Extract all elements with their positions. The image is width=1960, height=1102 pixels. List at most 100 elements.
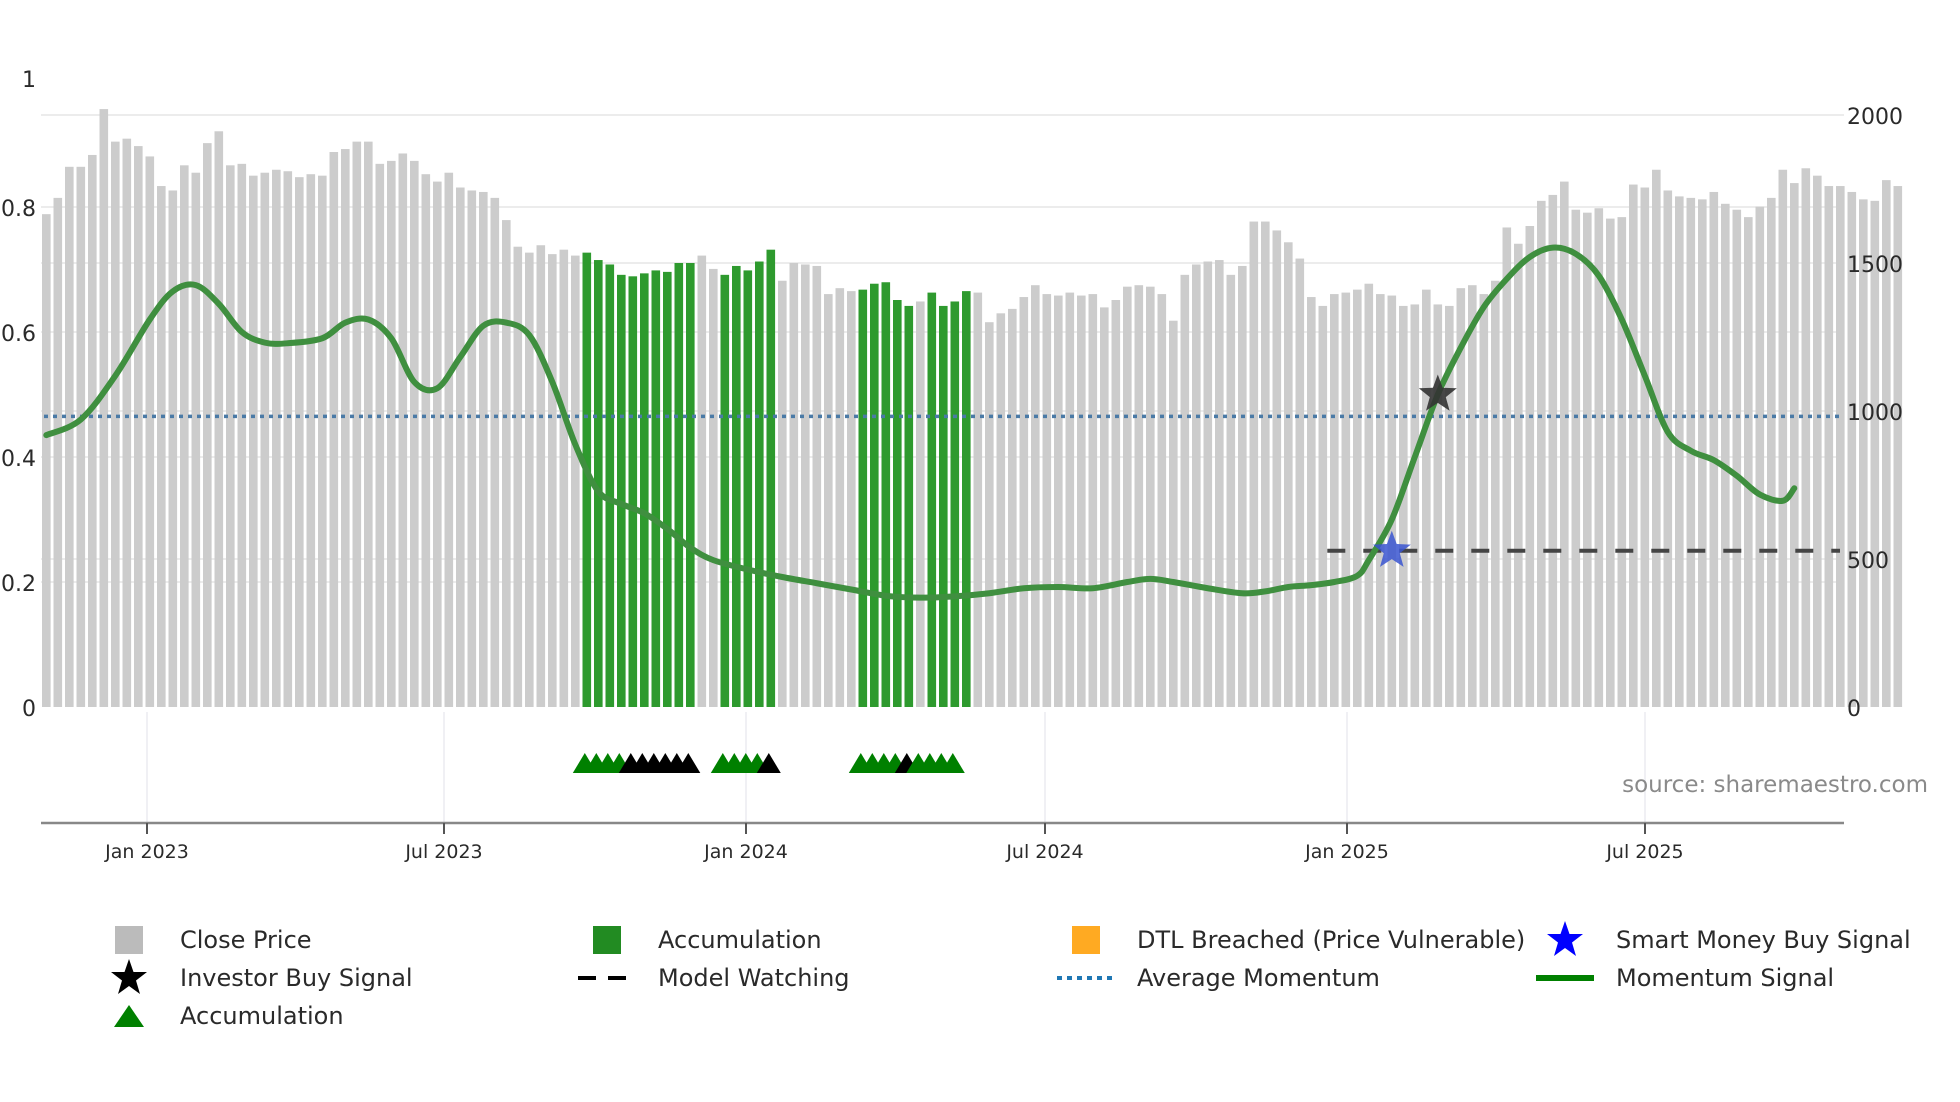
black-triangle-icon: [676, 753, 701, 773]
legend-item-model-watching[interactable]: Model Watching: [578, 962, 850, 994]
close-price-bar: [272, 169, 281, 707]
close-price-bar: [559, 249, 569, 707]
legend-item-close-price[interactable]: Close Price: [100, 924, 312, 956]
close-price-bar: [1721, 203, 1730, 708]
close-price-bar: [444, 172, 454, 708]
close-price-bar: [1675, 196, 1684, 707]
close-price-bar: [1042, 294, 1052, 707]
close-price-bar: [249, 175, 258, 707]
close-price-bar: [433, 181, 442, 708]
close-price-bar: [145, 156, 155, 707]
left-tick-label: 0.6: [1, 322, 36, 347]
smart-money-buy-star-icon: [1372, 530, 1411, 567]
close-price-bar: [387, 160, 396, 707]
close-price-bar: [1824, 186, 1834, 708]
legend-label: Accumulation: [180, 1002, 344, 1030]
accumulation-bar: [950, 301, 960, 707]
legend-item-accumulation-bar[interactable]: Accumulation: [578, 924, 822, 956]
close-price-bar: [789, 263, 799, 707]
close-price-bar: [801, 264, 810, 707]
close-price-bar: [134, 146, 143, 707]
close-price-bar: [1594, 208, 1604, 708]
gray-square-icon: [100, 924, 158, 956]
close-price-bar: [812, 265, 822, 707]
solid-line-icon: [1536, 962, 1594, 994]
close-price-bar: [1514, 243, 1523, 707]
legend-label: Model Watching: [658, 964, 850, 992]
x-tick-label: Jan 2025: [1304, 841, 1389, 863]
close-price-bar: [1801, 168, 1811, 707]
accumulation-bar: [686, 263, 695, 707]
right-tick-label: 500: [1847, 549, 1889, 574]
close-price-bar: [1226, 274, 1236, 707]
x-tick-label: Jul 2025: [1605, 841, 1683, 863]
accumulation-bar: [594, 260, 603, 707]
accumulation-bar: [605, 264, 615, 707]
legend-item-investor-buy-signal[interactable]: Investor Buy Signal: [100, 959, 413, 994]
right-tick-label: 0: [1847, 697, 1861, 722]
close-price-bar: [1847, 191, 1857, 707]
accumulation-bar: [904, 305, 914, 707]
accumulation-bar: [617, 274, 626, 707]
close-price-bar: [1157, 294, 1167, 707]
close-price-bar: [1525, 226, 1535, 707]
close-price-bar: [1537, 200, 1546, 707]
legend-item-average-momentum[interactable]: Average Momentum: [1057, 962, 1380, 994]
close-price-bar: [1134, 285, 1144, 707]
close-price-bar: [1836, 186, 1845, 708]
accumulation-bar: [881, 282, 891, 707]
close-price-bar: [295, 177, 304, 707]
left-tick-label: 0.4: [1, 447, 36, 472]
close-price-bar: [1077, 295, 1086, 707]
close-price-bar: [778, 280, 787, 707]
legend-item-smart-money-buy-signal[interactable]: Smart Money Buy Signal: [1536, 921, 1911, 956]
close-price-bar: [260, 172, 270, 708]
close-price-bar: [1019, 297, 1029, 707]
close-price-bar: [847, 291, 856, 707]
close-price-bar: [410, 160, 419, 707]
close-price-bar: [375, 163, 385, 708]
close-price-bar: [1111, 300, 1121, 707]
accumulation-bar: [651, 270, 661, 707]
signal-markers: [1372, 374, 1457, 567]
close-price-bar: [237, 163, 247, 708]
legend-item-dtl-breached[interactable]: DTL Breached (Price Vulnerable): [1057, 924, 1525, 956]
close-price-bar: [1456, 288, 1466, 707]
close-price-bar: [1399, 305, 1408, 707]
black-triangle-icon: [756, 753, 781, 773]
investor-buy-star-icon: [1418, 374, 1457, 411]
close-price-bar: [1192, 264, 1201, 707]
close-price-bar: [1640, 187, 1650, 707]
close-price-bar: [53, 197, 63, 707]
close-price-bar: [352, 141, 362, 707]
accumulation-bar: [766, 249, 776, 707]
close-price-bar: [824, 294, 833, 707]
legend-label: Investor Buy Signal: [180, 964, 413, 992]
close-price-bar: [1479, 294, 1489, 707]
accumulation-triangle-icon: [940, 753, 965, 773]
green-triangle-icon: [100, 1000, 158, 1032]
close-price-bar: [1617, 217, 1627, 707]
legend-label: DTL Breached (Price Vulnerable): [1137, 926, 1526, 954]
close-price-bar: [1307, 297, 1316, 707]
momentum-lines: [43, 244, 1840, 601]
close-price-bar: [1123, 286, 1132, 707]
close-price-bar: [916, 301, 925, 707]
legend-item-accumulation-triangle[interactable]: Accumulation: [100, 1000, 344, 1032]
close-price-bar: [525, 252, 534, 707]
close-price-bar: [1778, 169, 1788, 707]
close-price-bar: [1790, 183, 1799, 707]
close-price-bar: [283, 171, 293, 708]
close-price-bar: [1054, 295, 1063, 707]
left-tick-label: 0: [22, 697, 36, 722]
accumulation-bar: [640, 273, 649, 707]
close-price-bar: [1859, 199, 1868, 708]
close-price-bar: [65, 166, 74, 708]
close-price-bar: [1571, 209, 1581, 707]
close-price-bar: [421, 174, 431, 707]
x-tick-label: Jan 2024: [703, 841, 788, 863]
close-price-bar: [1606, 218, 1615, 707]
close-price-bar: [1744, 217, 1753, 707]
legend-item-momentum-signal[interactable]: Momentum Signal: [1536, 962, 1834, 994]
accumulation-bar: [674, 263, 684, 707]
